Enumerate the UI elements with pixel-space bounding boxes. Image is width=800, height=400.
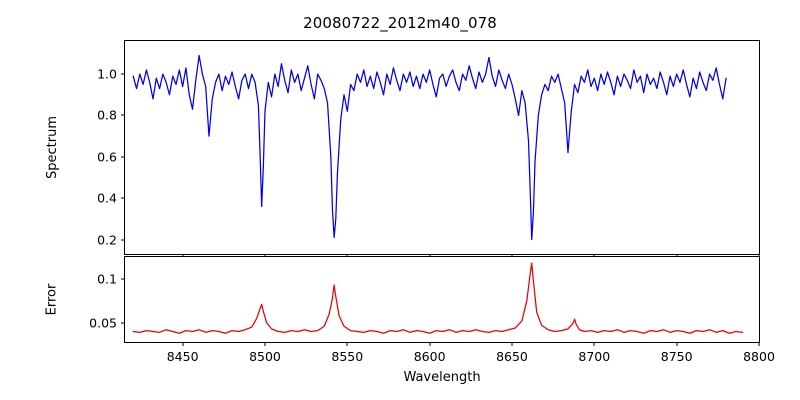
- spectrum-y-axis-label-text: Spectrum: [44, 116, 60, 179]
- spectrum-panel-ytick-label: 0.2: [97, 232, 117, 248]
- error-panel-xtick-mark: [511, 342, 513, 346]
- error-y-axis-label-text: Error: [44, 283, 60, 316]
- spectrum-panel-ytick-label: 0.4: [97, 190, 117, 206]
- spectrum-panel-ytick-mark: [121, 114, 125, 116]
- error-panel-xtick-mark: [429, 342, 431, 346]
- spectrum-panel-ytick-label: 0.8: [97, 107, 117, 123]
- x-axis-tick-label: 8500: [249, 349, 281, 364]
- spectrum-panel-ytick-label: 0.6: [97, 149, 117, 165]
- x-axis-tick-label: 8550: [331, 349, 364, 364]
- error-panel-xtick-mark: [758, 342, 760, 346]
- figure-title: 20080722_2012m40_078: [303, 14, 497, 32]
- error-panel-series: [133, 263, 742, 333]
- spectrum-plot-area: 0.2 0.4 0.6 0.8 1.0: [97, 40, 760, 258]
- x-axis-tick-label: 8600: [413, 349, 446, 364]
- error-panel-ytick-label: 0.05: [89, 315, 117, 331]
- spectrum-y-axis-label: Spectrum: [44, 40, 60, 255]
- spectrum-line-chart: [125, 41, 759, 254]
- error-panel-ytick-mark: [121, 278, 125, 280]
- error-y-axis-label: Error: [44, 256, 60, 343]
- x-axis-tick-label: 8450: [166, 349, 199, 364]
- error-panel-xtick-mark: [346, 342, 348, 346]
- x-axis-tick-label: 8700: [578, 349, 611, 364]
- spectrum-panel-ytick-mark: [121, 156, 125, 158]
- error-panel-xtick-mark: [676, 342, 678, 346]
- error-panel-ytick-mark: [121, 322, 125, 324]
- spectrum-panel-ytick-label: 1.0: [97, 66, 117, 82]
- error-plot-area: 0.05 0.1 8450 8500 8550 8600 8650 8700 8750 8800: [89, 256, 775, 364]
- spectrum-panel-ytick-mark: [121, 239, 125, 241]
- error-line-chart: [125, 257, 759, 342]
- x-axis-tick-label: 8750: [660, 349, 693, 364]
- spectrum-panel-ytick-mark: [121, 197, 125, 199]
- spectrum-panel-series: [133, 55, 726, 239]
- error-panel-ytick-label: 0.1: [97, 271, 117, 287]
- error-panel-xtick-mark: [182, 342, 184, 346]
- x-axis-tick-label: 8800: [743, 349, 775, 364]
- error-panel-xtick-mark: [264, 342, 266, 346]
- error-panel-xtick-mark: [593, 342, 595, 346]
- x-axis-tick-label: 8650: [496, 349, 528, 364]
- x-axis-label: Wavelength: [403, 370, 481, 385]
- spectrum-panel-ytick-mark: [121, 73, 125, 75]
